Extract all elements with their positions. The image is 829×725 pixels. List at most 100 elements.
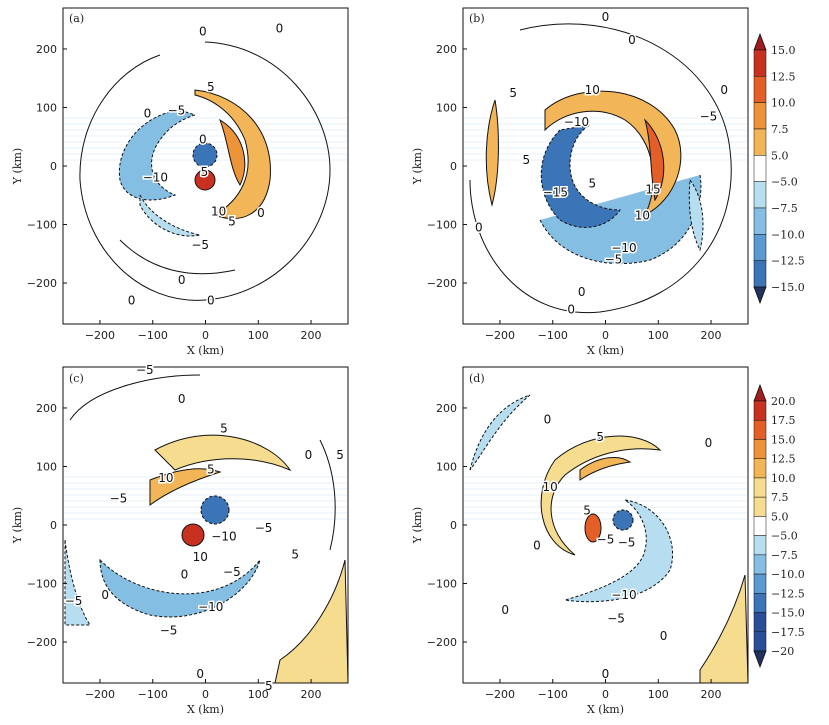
panel-a-contour-label: −10	[143, 171, 168, 185]
colorbar-tick-label: −7.5	[771, 202, 798, 215]
panel-d-positive-center	[584, 513, 602, 543]
panel-b-contour-label: −5	[700, 109, 718, 123]
panel-d-contour-label: −10	[611, 588, 636, 602]
panel-a-ytick-label: 100	[36, 101, 57, 114]
panel-b-frame	[462, 7, 749, 325]
panel-c-ytick-label: 100	[36, 460, 57, 473]
panel-b-contour-label: 5	[523, 153, 531, 167]
colorbar-min-triangle	[753, 650, 767, 669]
panel-d-frame	[462, 366, 749, 684]
panel-b-field	[469, 23, 732, 314]
colorbar-tick-label: −17.5	[771, 626, 805, 639]
panel-c-xtick-label: 0	[202, 688, 209, 701]
panel-d-positive-edge	[699, 574, 749, 684]
colorbar-segment	[753, 76, 767, 103]
panel-a-contour-label: 0	[128, 294, 136, 308]
panel-c-ytick-label: −200	[27, 636, 57, 649]
panel-a-field	[79, 41, 331, 301]
panel-a-ytick-label: 200	[36, 43, 57, 56]
panel-a-ylabel: Y (km)	[11, 148, 24, 185]
panel-b-ytick-label: −100	[427, 219, 457, 232]
panel-d-negative-center	[612, 509, 634, 531]
colorbar-tick-label: 10.0	[771, 472, 796, 485]
panel-d-negative-band	[564, 499, 674, 603]
panel-c-contour	[69, 374, 201, 421]
panel-a-contour-label: 0	[178, 273, 186, 287]
panel-c-ytick-label: 0	[50, 519, 57, 532]
panel-c-contour-right	[319, 439, 336, 551]
panel-b-contour-label: −5	[605, 253, 623, 267]
colorbar-tick-label: −10.0	[771, 568, 805, 581]
panel-d-contour-label: 5	[596, 430, 604, 444]
colorbar-segment	[753, 207, 767, 235]
colorbar-segment	[753, 102, 767, 130]
panel-b-xtick-label: 100	[648, 329, 669, 342]
colorbar-segment	[753, 496, 767, 517]
colorbar-tick-label: 15.0	[771, 44, 796, 57]
panel-c-contour-label: 10	[158, 471, 173, 485]
panel-b-ytick-label: 200	[436, 43, 457, 56]
panel-c-positive-band	[154, 434, 292, 472]
panel-b-ytick-label: −200	[427, 277, 457, 290]
panel-a-contour-label: −5	[168, 103, 186, 117]
panel-a-contour-label: −5	[191, 238, 209, 252]
panel-c-xtick-label: −100	[138, 688, 168, 701]
panel-a-positive-center	[194, 169, 216, 191]
colorbar-tick-label: −15.0	[771, 281, 805, 294]
panel-b-ylabel: Y (km)	[411, 148, 424, 185]
panel-b-contour-outer	[469, 23, 732, 314]
panel-c-negative-edge	[64, 539, 91, 626]
panel-c-ytick-label: −100	[27, 578, 57, 591]
panel-d-ytick-label: 200	[436, 402, 457, 415]
panel-b-contour-label: 10	[585, 83, 600, 97]
panel-c-contour-label: 5	[220, 421, 228, 435]
panel-a-negative-center	[192, 142, 218, 168]
panel-a-contour-outer	[79, 41, 331, 301]
panel-d-contour-label: 0	[533, 538, 541, 552]
panel-a-xlabel: X (km)	[187, 344, 224, 357]
colorbar-tick-label: −5.0	[771, 530, 798, 543]
colorbar-tick-label: 12.5	[771, 453, 796, 466]
panel-c-positive-inner	[149, 468, 222, 506]
colorbar-tick-label: −15.0	[771, 607, 805, 620]
panel-b-positive-arc	[485, 99, 499, 207]
panel-a-contour-label: 10	[211, 205, 226, 219]
panel-d-label: (d)	[469, 372, 485, 385]
panel-d-xtick-label: 200	[701, 688, 722, 701]
panel-c-contour-label: 0	[178, 392, 186, 406]
colorbar-tick-label: 12.5	[771, 70, 796, 83]
panel-c-contour-label: −5	[160, 623, 178, 637]
colorbar-max-triangle	[753, 32, 767, 51]
panel-a-negative-band	[118, 109, 197, 201]
panel-d-xtick-label: −200	[485, 688, 515, 701]
panel-a-xtick-label: −100	[138, 329, 168, 342]
panel-c-contour-label: −5	[136, 363, 154, 377]
panel-d-contour-label: 0	[602, 667, 610, 681]
colorbar-tick-label: −12.5	[771, 587, 805, 600]
panel-b-contour-label: 5	[588, 177, 596, 191]
panel-b-xlabel: X (km)	[587, 344, 624, 357]
panel-d-contour-label: 0	[501, 603, 509, 617]
panel-d-positive-inner	[579, 457, 632, 481]
panel-d-contour-label: 0	[660, 629, 668, 643]
panel-b-contour-label: 0	[578, 285, 586, 299]
panel-c-contour-label: 10	[193, 550, 208, 564]
colorbar-segment	[753, 234, 767, 261]
panel-d-contour-label: −5	[618, 536, 636, 550]
colorbar-min-triangle	[753, 286, 767, 305]
panel-b-negative-core	[540, 124, 621, 228]
panel-d-positive-band	[540, 435, 662, 556]
panel-a-contour-label: 5	[228, 215, 236, 229]
panel-b-negative-arc	[688, 178, 704, 252]
panel-a-ytick-label: −200	[27, 277, 57, 290]
colorbar-tick-label: −7.5	[771, 549, 798, 562]
panel-c-contour-label: 0	[305, 448, 313, 462]
panel-c-contour-label: −10	[211, 530, 236, 544]
colorbar-segment	[753, 631, 767, 652]
panel-d-contour-label: 0	[705, 436, 713, 450]
